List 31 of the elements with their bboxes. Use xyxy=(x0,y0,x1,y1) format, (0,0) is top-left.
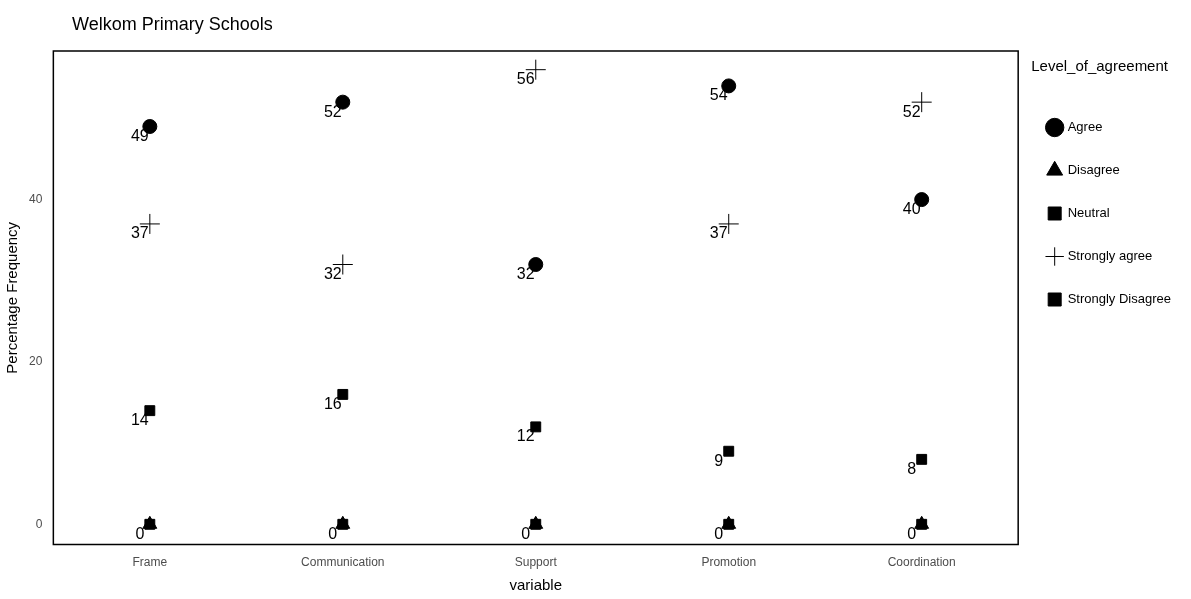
data-label: 0 xyxy=(328,524,338,542)
data-label: 52 xyxy=(902,102,921,120)
x-tick-label: Communication xyxy=(301,555,385,570)
y-tick-label: 40 xyxy=(28,191,43,206)
point xyxy=(723,445,735,457)
chart-title: Welkom Primary Schools xyxy=(72,14,273,35)
legend-label: Disagree xyxy=(1067,162,1120,178)
x-tick-label: Support xyxy=(514,555,558,570)
legend-title: Level_of_agreement xyxy=(1031,56,1169,74)
legend-label: Neutral xyxy=(1067,205,1110,221)
data-label: 0 xyxy=(521,524,531,542)
data-label: 56 xyxy=(516,70,535,88)
data-label: 0 xyxy=(907,524,917,542)
legend-label: Strongly agree xyxy=(1067,248,1153,264)
legend-label: Agree xyxy=(1067,119,1103,135)
data-label: 37 xyxy=(709,224,728,242)
x-axis-title: variable xyxy=(509,576,563,594)
data-label: 8 xyxy=(907,459,917,477)
data-label: 0 xyxy=(714,524,724,542)
y-tick-label: 20 xyxy=(28,354,43,369)
y-tick-label: 0 xyxy=(35,516,43,531)
data-label: 37 xyxy=(130,224,149,242)
point xyxy=(916,453,928,465)
x-tick-label: Promotion xyxy=(701,555,757,570)
legend-label: Strongly Disagree xyxy=(1067,291,1171,307)
data-label: 0 xyxy=(135,524,145,542)
y-axis-title: Percentage Frequency xyxy=(3,221,21,374)
data-label: 9 xyxy=(714,451,724,469)
data-label: 32 xyxy=(323,264,342,282)
x-tick-label: Coordination xyxy=(887,555,956,570)
x-tick-label: Frame xyxy=(132,555,168,570)
